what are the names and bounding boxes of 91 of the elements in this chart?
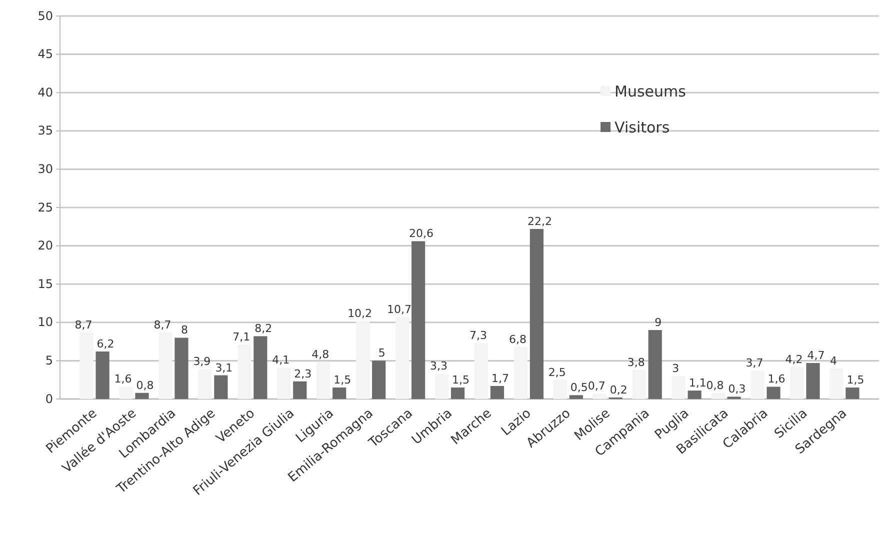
y-tick-label: 45 xyxy=(38,47,53,62)
bar xyxy=(119,386,133,399)
data-label: 8,7 xyxy=(74,318,92,332)
y-tick-label: 30 xyxy=(38,162,53,176)
data-label: 3,1 xyxy=(215,361,233,374)
bar xyxy=(553,380,567,399)
bar xyxy=(806,363,820,399)
bar xyxy=(158,332,172,399)
y-tick-label: 40 xyxy=(38,85,53,100)
data-label: 22,2 xyxy=(527,214,552,228)
bar xyxy=(846,388,860,399)
data-label: 0,2 xyxy=(610,383,628,396)
bar xyxy=(648,330,662,399)
data-label: 3,9 xyxy=(193,355,211,368)
data-label: 8,2 xyxy=(254,322,272,336)
data-label: 0,8 xyxy=(136,378,154,392)
bar xyxy=(750,370,764,399)
data-label: 4,7 xyxy=(807,349,825,362)
bar xyxy=(514,346,528,399)
bar xyxy=(80,332,94,399)
y-tick-label: 5 xyxy=(45,354,53,368)
data-label: 6,2 xyxy=(96,338,114,351)
bar xyxy=(174,338,188,399)
data-label: 4 xyxy=(830,354,837,368)
bar xyxy=(688,390,702,399)
y-tick-label: 0 xyxy=(45,392,53,406)
bar xyxy=(316,362,330,399)
bar xyxy=(277,368,291,399)
bar xyxy=(238,344,252,399)
data-label: 20,6 xyxy=(409,227,434,240)
data-label: 6,8 xyxy=(508,332,526,346)
data-label: 10,2 xyxy=(348,306,372,320)
data-label: 7,1 xyxy=(232,330,250,344)
data-label: 1,6 xyxy=(114,372,132,386)
data-label: 2,3 xyxy=(294,367,312,380)
bar xyxy=(711,392,725,399)
bar xyxy=(96,352,110,399)
data-label: 3 xyxy=(672,362,680,376)
bar xyxy=(490,386,504,399)
bar xyxy=(474,343,488,399)
bar xyxy=(434,374,449,399)
data-label: 4,2 xyxy=(785,352,803,366)
bar xyxy=(356,320,370,399)
bar xyxy=(830,368,844,399)
bar xyxy=(569,395,583,399)
data-label: 1,5 xyxy=(452,374,470,387)
data-label: 0,3 xyxy=(728,382,746,396)
data-label: 9 xyxy=(654,316,662,330)
data-label: 1,6 xyxy=(768,372,786,386)
bar xyxy=(632,370,646,399)
bar xyxy=(450,388,465,399)
legend-label: Museums xyxy=(614,82,686,100)
bar xyxy=(214,375,228,399)
data-label: 8 xyxy=(180,324,188,337)
data-label: 3,8 xyxy=(627,356,645,369)
bar xyxy=(135,392,149,399)
bar xyxy=(293,381,307,399)
data-label: 1,1 xyxy=(688,376,706,390)
bar xyxy=(254,336,268,399)
bar xyxy=(530,228,544,399)
bar xyxy=(790,366,804,399)
data-label: 0,5 xyxy=(570,381,588,394)
bar xyxy=(332,388,346,399)
data-label: 10,7 xyxy=(387,303,412,316)
data-label: 1,5 xyxy=(334,374,352,387)
data-label: 4,1 xyxy=(272,354,290,367)
legend-label: Visitors xyxy=(614,118,670,136)
data-label: 3,7 xyxy=(746,356,764,370)
data-label: 8,7 xyxy=(154,318,172,332)
data-label: 1,5 xyxy=(846,374,864,387)
data-label: 7,3 xyxy=(469,329,487,342)
y-tick-label: 10 xyxy=(38,315,53,330)
bar xyxy=(672,376,686,399)
y-tick-label: 25 xyxy=(38,200,53,214)
bar xyxy=(592,394,606,399)
data-label: 4,8 xyxy=(312,348,330,362)
data-label: 0,8 xyxy=(706,378,724,392)
data-label: 3,3 xyxy=(430,360,448,373)
y-tick-label: 20 xyxy=(38,238,53,253)
bar xyxy=(372,360,386,399)
bar xyxy=(198,369,212,399)
y-tick-label: 35 xyxy=(38,124,53,138)
y-tick-label: 15 xyxy=(38,276,53,291)
bar xyxy=(411,241,426,399)
data-label: 0,7 xyxy=(588,380,606,393)
data-label: 1,7 xyxy=(491,372,509,385)
data-label: 5 xyxy=(378,346,386,360)
bar xyxy=(766,386,780,399)
bar xyxy=(395,317,410,399)
data-label: 2,5 xyxy=(548,366,566,379)
y-tick-label: 50 xyxy=(38,8,53,23)
